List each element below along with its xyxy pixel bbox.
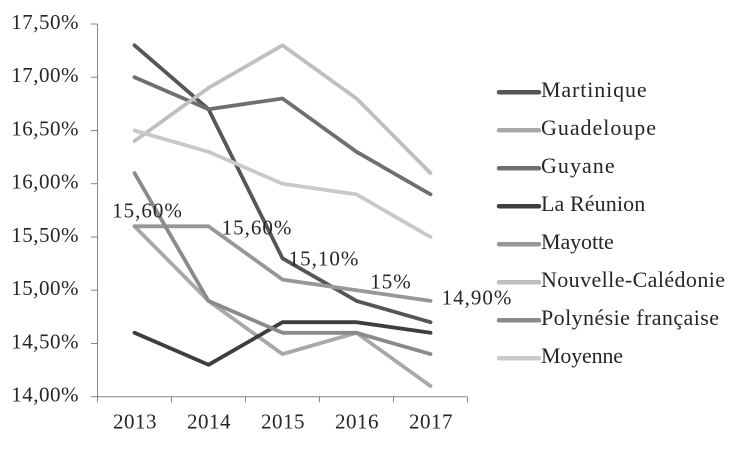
svg-text:15,10%: 15,10% [289,246,360,270]
svg-text:2016: 2016 [335,410,379,434]
svg-text:14,00%: 14,00% [11,383,79,407]
svg-text:2017: 2017 [409,410,453,434]
svg-text:2013: 2013 [113,410,157,434]
svg-text:14,90%: 14,90% [442,286,513,310]
svg-text:16,00%: 16,00% [11,170,79,194]
svg-text:La Réunion: La Réunion [541,191,645,216]
svg-text:Mayotte: Mayotte [541,229,614,254]
svg-text:Guadeloupe: Guadeloupe [541,115,656,140]
svg-text:Martinique: Martinique [541,77,647,102]
svg-text:15,60%: 15,60% [112,199,183,223]
svg-text:Moyenne: Moyenne [541,343,623,368]
svg-text:15%: 15% [370,269,412,293]
svg-text:16,50%: 16,50% [11,116,79,140]
svg-text:17,00%: 17,00% [11,63,79,87]
svg-text:14,50%: 14,50% [11,329,79,353]
svg-text:15,00%: 15,00% [11,276,79,300]
svg-text:2015: 2015 [261,410,305,434]
svg-text:15,60%: 15,60% [222,216,293,240]
svg-text:2014: 2014 [187,410,231,434]
svg-text:Polynésie française: Polynésie française [541,305,719,330]
svg-text:17,50%: 17,50% [11,10,79,34]
svg-text:Guyane: Guyane [541,153,615,178]
svg-text:Nouvelle-Calédonie: Nouvelle-Calédonie [541,267,725,292]
svg-text:15,50%: 15,50% [11,223,79,247]
